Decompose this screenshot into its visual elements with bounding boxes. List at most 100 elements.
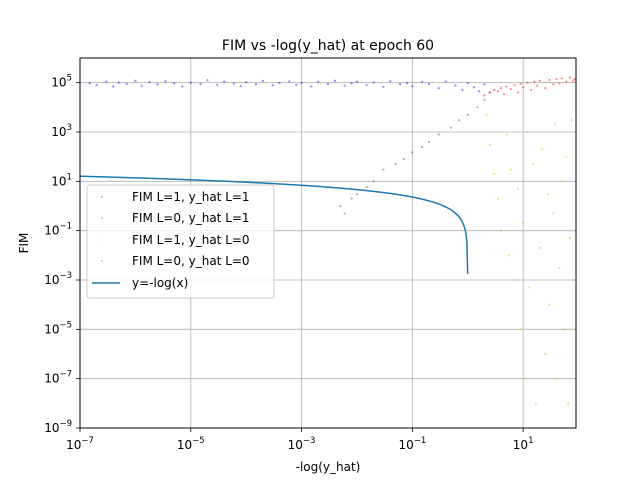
data-point-series-2: [568, 236, 572, 240]
legend-entry: y=-log(x): [92, 276, 188, 290]
data-point-series-0: [117, 81, 120, 84]
data-point-series-0: [112, 85, 115, 88]
data-point-series-1: [449, 126, 453, 129]
data-point-series-0: [326, 82, 330, 86]
data-point-series-2: [499, 229, 503, 232]
data-point-series-2: [507, 254, 510, 257]
data-point-series-2: [555, 377, 558, 380]
data-point-series-2: [534, 402, 538, 405]
data-point-series-2: [505, 133, 508, 136]
legend-marker-blue: [101, 196, 103, 198]
data-point-series-0: [140, 84, 143, 87]
legend-entry: FIM L=1, y_hat L=1: [101, 190, 250, 204]
data-point-series-3: [558, 82, 561, 85]
data-point-series-0: [206, 79, 209, 82]
data-point-series-1: [343, 212, 346, 215]
data-point-series-0: [199, 82, 202, 86]
data-point-series-0: [181, 85, 184, 88]
legend: FIM L=1, y_hat L=1 FIM L=0, y_hat L=1 FI…: [86, 184, 275, 299]
legend-label: FIM L=1, y_hat L=1: [132, 190, 250, 204]
data-point-series-1: [350, 197, 353, 200]
data-point-series-3: [572, 79, 575, 82]
legend-label: FIM L=1, y_hat L=0: [132, 233, 250, 247]
data-point-series-3: [536, 84, 539, 87]
data-point-series-0: [405, 81, 409, 84]
scatter-layer: [88, 76, 576, 428]
chart-title: FIM vs -log(y_hat) at epoch 60: [222, 38, 434, 54]
legend-label: FIM L=0, y_hat L=0: [132, 254, 250, 268]
data-point-series-0: [333, 79, 337, 82]
data-point-series-0: [125, 82, 128, 85]
legend-label: y=-log(x): [132, 276, 188, 290]
legend-entry: FIM L=1, y_hat L=0: [101, 233, 250, 247]
data-point-series-3: [552, 83, 555, 86]
legend-entry: FIM L=0, y_hat L=1: [101, 211, 250, 225]
data-point-series-2: [548, 303, 551, 306]
data-point-series-0: [461, 88, 464, 92]
data-point-series-0: [472, 86, 476, 89]
data-point-series-0: [382, 85, 385, 88]
data-point-series-2: [493, 172, 496, 176]
data-point-series-2: [544, 352, 547, 356]
data-point-series-3: [516, 91, 519, 94]
legend-marker-orange: [101, 239, 103, 241]
data-point-series-0: [295, 83, 298, 86]
data-point-series-3: [565, 80, 568, 83]
data-point-series-0: [310, 85, 313, 88]
x-tick-label: 10−1: [398, 436, 426, 452]
data-point-series-0: [350, 82, 353, 85]
data-point-series-3: [519, 82, 522, 85]
data-point-series-1: [476, 106, 479, 109]
data-point-series-2: [519, 328, 522, 331]
data-point-series-0: [398, 83, 402, 86]
data-point-series-3: [548, 78, 551, 81]
data-point-series-0: [477, 90, 481, 93]
data-point-series-3: [530, 88, 533, 92]
data-point-series-1: [458, 119, 461, 122]
x-tick-label: 101: [513, 436, 534, 452]
data-point-series-0: [372, 81, 375, 84]
data-point-series-0: [164, 80, 167, 83]
y-tick-label: 10−9: [44, 419, 72, 435]
legend-marker-red: [101, 260, 103, 262]
data-point-series-2: [522, 222, 525, 225]
data-point-series-2: [513, 278, 516, 282]
data-point-series-2: [509, 168, 512, 171]
y-tick-label: 10−1: [44, 222, 72, 238]
y-tick-label: 10−3: [44, 271, 72, 287]
data-point-series-1: [355, 193, 359, 196]
data-point-series-2: [531, 162, 534, 166]
data-point-series-2: [546, 193, 550, 196]
y-axis-label: FIM: [17, 233, 31, 254]
y-tick-label: 105: [51, 74, 72, 90]
data-point-series-0: [88, 82, 91, 85]
data-point-series-1: [382, 168, 385, 171]
data-point-series-0: [454, 84, 457, 87]
data-point-series-0: [427, 82, 431, 85]
data-point-series-0: [444, 80, 447, 83]
data-point-series-0: [189, 81, 192, 84]
legend-box: [86, 184, 275, 299]
data-point-series-0: [105, 80, 108, 83]
data-point-series-2: [526, 130, 529, 134]
data-point-series-0: [239, 85, 242, 88]
data-point-series-2: [488, 143, 491, 146]
data-point-series-3: [488, 91, 491, 94]
data-point-series-1: [365, 185, 368, 188]
data-point-series-3: [538, 79, 541, 82]
x-axis-ticks: 10−7 10−5 10−3 10−1 101: [66, 428, 533, 452]
data-point-series-2: [538, 246, 541, 250]
data-point-series-0: [223, 80, 226, 83]
data-point-series-3: [513, 83, 516, 87]
data-point-series-0: [278, 81, 281, 84]
data-point-series-2: [524, 377, 527, 380]
data-point-series-0: [232, 82, 235, 85]
x-tick-label: 10−5: [177, 436, 205, 452]
data-point-series-0: [421, 80, 424, 83]
data-point-series-1: [427, 140, 431, 143]
data-point-series-2: [528, 286, 531, 289]
data-point-series-0: [365, 83, 368, 87]
data-point-series-3: [526, 81, 529, 84]
data-point-series-0: [300, 81, 303, 84]
